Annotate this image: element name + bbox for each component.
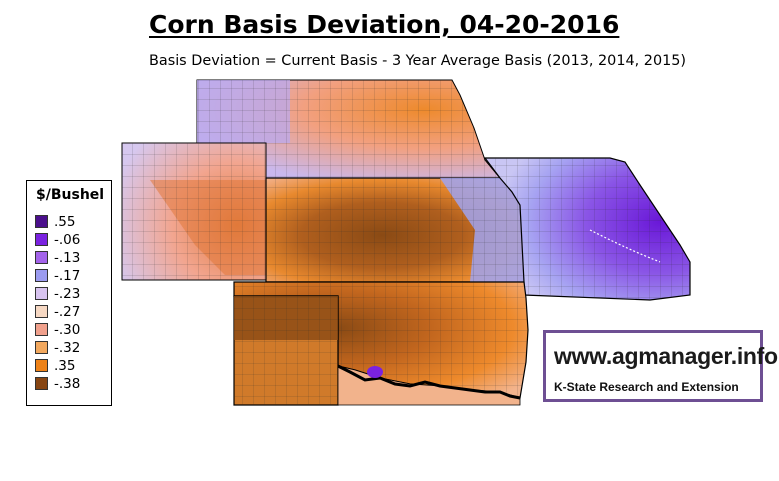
nebraska-region	[196, 79, 502, 179]
agmanager-logo-box: www.agmanager.info K-State Research and …	[543, 330, 778, 402]
legend-swatch	[35, 215, 48, 228]
legend-label: -.38	[54, 375, 81, 392]
legend-label: -.17	[54, 267, 81, 284]
legend-swatch	[35, 305, 48, 318]
legend-swatch	[35, 323, 48, 336]
legend-label: -.32	[54, 339, 81, 356]
legend-item: -.30	[35, 321, 81, 338]
legend-swatch	[35, 233, 48, 246]
legend-label: -.27	[54, 303, 81, 320]
texas-panhandle-region	[233, 295, 521, 406]
legend-label: -.23	[54, 285, 81, 302]
legend-item: .55	[35, 213, 76, 230]
red-river-border	[337, 364, 521, 400]
legend-label: .35	[54, 357, 76, 374]
legend-title: $/Bushel	[36, 187, 105, 203]
page-title: Corn Basis Deviation, 04-20-2016	[149, 10, 620, 39]
brand-org: K-State Research and Extension	[554, 380, 739, 394]
page-subtitle: Basis Deviation = Current Basis - 3 Year…	[149, 53, 687, 69]
legend-item: .35	[35, 357, 76, 374]
legend-item: -.23	[35, 285, 81, 302]
legend-label: .55	[54, 213, 76, 230]
legend-label: -.06	[54, 231, 81, 248]
legend-item: -.17	[35, 267, 81, 284]
legend-item: -.32	[35, 339, 81, 356]
purple-hotspot	[367, 366, 383, 378]
legend-swatch	[35, 287, 48, 300]
legend-swatch	[35, 269, 48, 282]
legend-swatch	[35, 359, 48, 372]
legend-swatch	[35, 341, 48, 354]
brand-url: www.agmanager.info	[554, 343, 778, 369]
legend-swatch	[35, 377, 48, 390]
legend: $/Bushel .55 -.06 -.13 -.17 -.23 -.27 -.30 -.32…	[26, 180, 112, 406]
kansas-region	[265, 177, 525, 283]
legend-label: -.13	[54, 249, 81, 266]
legend-label: -.30	[54, 321, 81, 338]
colorado-region	[121, 142, 267, 281]
legend-item: -.38	[35, 375, 81, 392]
legend-item: -.13	[35, 249, 81, 266]
legend-item: -.06	[35, 231, 81, 248]
legend-swatch	[35, 251, 48, 264]
legend-item: -.27	[35, 303, 81, 320]
missouri-region	[483, 157, 691, 301]
